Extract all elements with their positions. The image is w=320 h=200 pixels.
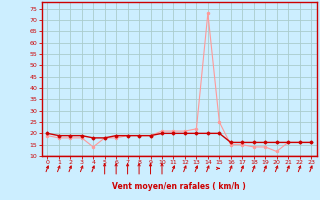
X-axis label: Vent moyen/en rafales ( km/h ): Vent moyen/en rafales ( km/h ): [112, 182, 246, 191]
